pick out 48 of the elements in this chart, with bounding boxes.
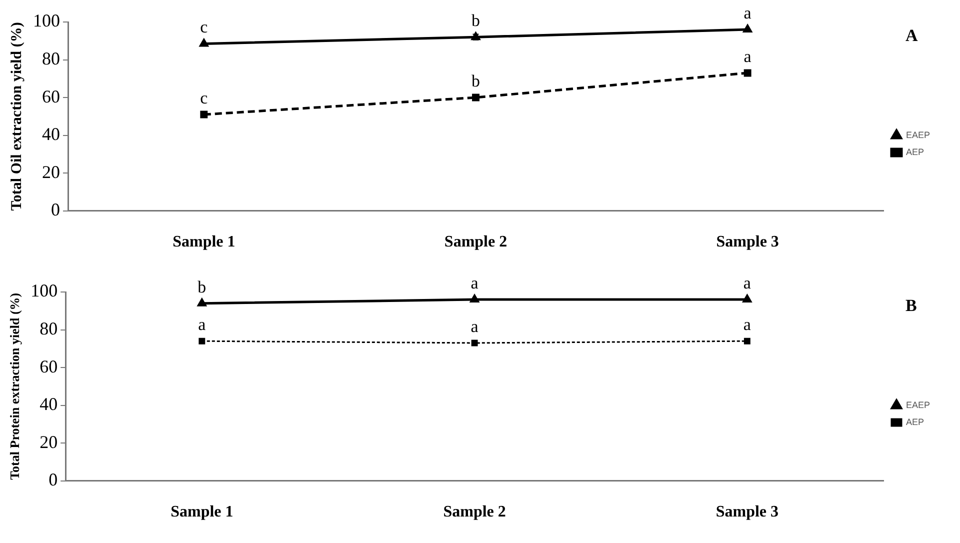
- annotation: b: [471, 71, 480, 90]
- legend-label: AEP: [906, 146, 924, 157]
- y-tick-label: 60: [42, 86, 60, 106]
- point: [470, 294, 479, 303]
- y-tick-label: 40: [42, 124, 60, 144]
- y-tick-label: 0: [48, 470, 58, 490]
- point: [471, 340, 478, 346]
- x-tick-label: Sample 1: [170, 504, 234, 521]
- annotation: a: [470, 274, 479, 293]
- annotation: a: [743, 274, 752, 293]
- x-tick-label: Sample 2: [444, 234, 508, 251]
- y-tick-label: 20: [42, 162, 60, 182]
- annotation: a: [198, 315, 206, 334]
- point: [200, 110, 208, 118]
- point: [744, 338, 750, 344]
- annotation: a: [744, 4, 752, 23]
- y-tick-label: 40: [40, 394, 58, 414]
- y-tick-label: 80: [42, 48, 60, 68]
- y-axis-title: Total Oil extraction yield (%): [8, 22, 25, 211]
- y-axis-title: Total Protein extraction yield (%): [7, 292, 22, 480]
- x-tick-label: Sample 1: [172, 234, 236, 251]
- annotation: a: [743, 315, 752, 334]
- legend-label: AEP: [906, 416, 924, 427]
- annotation: a: [470, 316, 479, 336]
- x-tick-label: Sample 2: [443, 504, 506, 521]
- legend-label: EAEP: [906, 400, 930, 410]
- point: [198, 338, 206, 344]
- point: [744, 69, 752, 77]
- annotation: c: [200, 88, 208, 108]
- y-tick-label: 20: [40, 432, 58, 452]
- annotation: c: [200, 18, 208, 37]
- annotation: a: [744, 46, 752, 66]
- annotation: b: [198, 277, 206, 296]
- annotation: b: [471, 11, 480, 30]
- point: [200, 38, 208, 47]
- y-tick-label: 100: [30, 280, 58, 301]
- y-tick-label: 80: [40, 318, 58, 338]
- legend-label: EAEP: [906, 130, 930, 140]
- y-tick-label: 60: [40, 356, 58, 376]
- point: [742, 294, 752, 303]
- text: B: [905, 296, 917, 315]
- point: [743, 24, 752, 33]
- text: A: [905, 26, 918, 45]
- x-tick-label: Sample 3: [716, 504, 779, 521]
- point: [472, 94, 480, 102]
- x-tick-label: Sample 3: [716, 234, 779, 251]
- y-tick-label: 100: [33, 10, 60, 31]
- y-tick-label: 0: [51, 200, 60, 220]
